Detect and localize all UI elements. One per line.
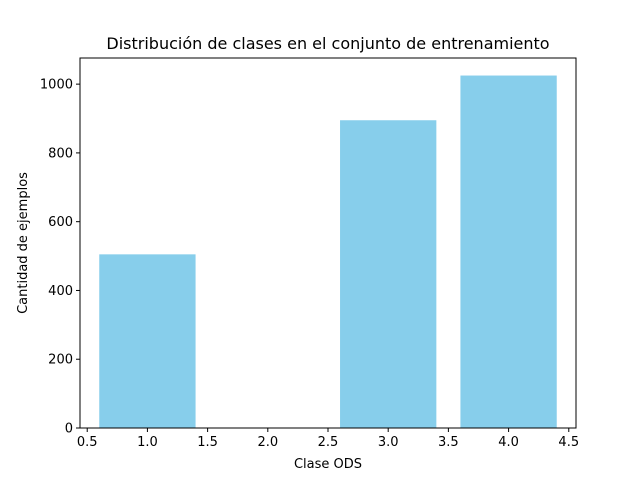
bar-3 [340, 120, 437, 428]
bar-4 [460, 75, 557, 429]
x-tick-label: 2.0 [257, 435, 278, 450]
y-tick-label: 1000 [40, 78, 73, 93]
x-tick-label: 3.5 [438, 435, 459, 450]
y-axis-label: Cantidad de ejemplos [16, 172, 31, 314]
x-tick-label: 4.0 [498, 435, 519, 450]
y-tick-label: 400 [48, 284, 73, 299]
x-axis-label: Clase ODS [294, 457, 362, 472]
x-tick-label: 3.0 [378, 435, 399, 450]
bar-1 [99, 254, 196, 428]
x-tick-label: 4.5 [558, 435, 579, 450]
bars [99, 75, 557, 429]
x-tick-label: 1.0 [137, 435, 158, 450]
y-tick-label: 800 [48, 146, 73, 161]
x-tick-label: 1.5 [197, 435, 218, 450]
y-tick-label: 0 [65, 422, 73, 437]
y-tick-label: 200 [48, 353, 73, 368]
y-axis: 0 200 400 600 800 1000 [40, 78, 80, 437]
y-tick-label: 600 [48, 215, 73, 230]
x-tick-label: 2.5 [318, 435, 339, 450]
x-tick-label: 0.5 [77, 435, 98, 450]
x-axis: 0.5 1.0 1.5 2.0 2.5 3.0 3.5 4.0 4.5 [77, 428, 579, 450]
chart-title: Distribución de clases en el conjunto de… [106, 34, 549, 53]
